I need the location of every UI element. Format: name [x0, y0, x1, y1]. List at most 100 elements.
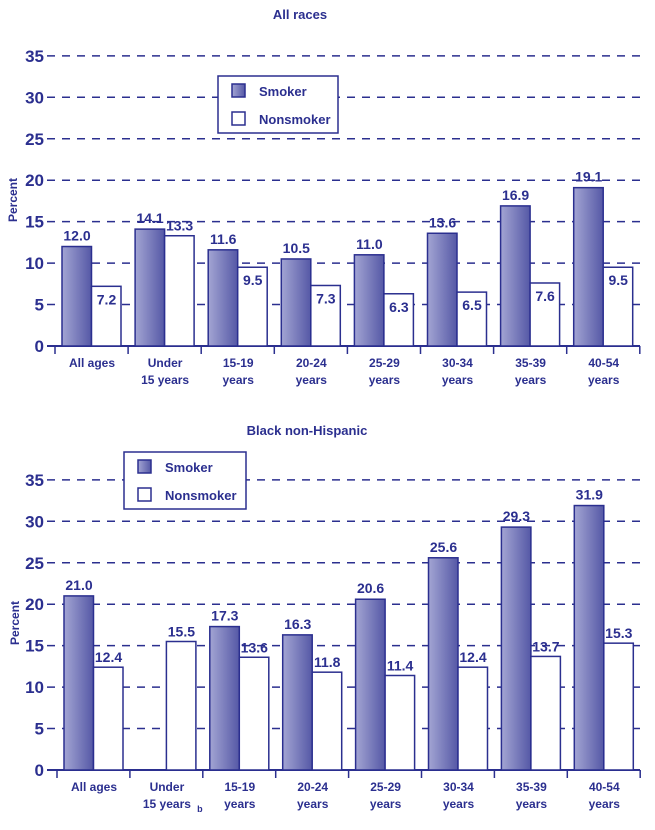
data-label: 10.5: [283, 240, 310, 256]
data-label: 7.3: [316, 290, 336, 306]
x-tick-label: Under: [150, 780, 185, 794]
legend-label: Smoker: [165, 460, 213, 475]
data-label: 20.6: [357, 580, 384, 596]
data-label: 11.8: [314, 654, 341, 670]
data-label: 12.0: [63, 228, 90, 244]
smoker-bar: [354, 598, 386, 771]
smoker-bar: [63, 595, 95, 771]
x-tick-label: 25-29: [370, 780, 401, 794]
y-axis-label: Percent: [8, 601, 22, 645]
smoker-bar: [61, 245, 93, 347]
data-label: 13.7: [532, 638, 559, 654]
y-tick-label: 35: [25, 471, 44, 490]
footnote-marker: b: [197, 804, 203, 814]
smoker-bar: [353, 254, 385, 347]
data-label: 17.3: [211, 608, 238, 624]
nonsmoker-bar: [383, 293, 415, 347]
legend-label: Nonsmoker: [165, 488, 237, 503]
nonsmoker-bar: [92, 666, 124, 771]
chart-title: All races: [273, 7, 327, 22]
y-tick-label: 0: [35, 337, 44, 356]
data-label: 15.3: [605, 625, 632, 641]
nonsmoker-bar: [456, 291, 488, 347]
x-tick-label: years: [296, 373, 328, 387]
y-tick-label: 25: [25, 554, 44, 573]
x-tick-label: 40-54: [589, 780, 620, 794]
x-tick-label: years: [516, 797, 548, 811]
data-label: 21.0: [65, 577, 92, 593]
data-label: 12.4: [95, 649, 122, 665]
y-tick-label: 10: [25, 254, 44, 273]
data-label: 9.5: [243, 272, 263, 288]
smoker-bar: [281, 634, 313, 771]
x-tick-label: years: [588, 373, 620, 387]
smoker-bar: [207, 249, 239, 347]
nonsmoker-bar: [90, 285, 122, 347]
smoker-bar: [134, 228, 166, 347]
data-label: 12.4: [459, 649, 486, 665]
data-label: 11.6: [210, 231, 237, 247]
data-label: 11.4: [387, 657, 414, 673]
nonsmoker-bar: [310, 284, 342, 347]
x-tick-label: years: [589, 797, 621, 811]
nonsmoker-bar: [165, 640, 197, 771]
nonsmoker-bar: [457, 666, 489, 771]
smoker-bar: [499, 205, 531, 347]
x-tick-label: 40-54: [588, 356, 619, 370]
x-tick-label: years: [223, 373, 255, 387]
legend-label: Nonsmoker: [259, 112, 331, 127]
y-tick-label: 20: [25, 595, 44, 614]
nonsmoker-bar: [236, 266, 268, 347]
data-label: 7.6: [535, 288, 555, 304]
data-label: 6.5: [462, 297, 482, 313]
x-tick-label: 15-19: [223, 356, 254, 370]
nonsmoker-bar: [163, 234, 195, 347]
y-tick-label: 20: [25, 171, 44, 190]
data-label: 7.2: [97, 291, 117, 307]
x-tick-label: 25-29: [369, 356, 400, 370]
data-label: 16.3: [284, 616, 311, 632]
x-tick-label: years: [369, 373, 401, 387]
data-label: 11.0: [356, 236, 383, 252]
x-tick-label: years: [224, 797, 256, 811]
x-tick-label: All ages: [69, 356, 115, 370]
smoker-bar: [573, 504, 605, 771]
y-tick-label: 5: [35, 296, 44, 315]
x-tick-label: 30-34: [442, 356, 473, 370]
smoker-bar: [426, 232, 458, 347]
data-label: 13.6: [241, 639, 268, 655]
smoker-bar: [280, 258, 312, 347]
data-label: 25.6: [430, 539, 457, 555]
data-label: 19.1: [575, 169, 602, 185]
nonsmoker-bar: [384, 674, 416, 771]
x-tick-label: 20-24: [297, 780, 328, 794]
legend-label: Smoker: [259, 84, 307, 99]
data-label: 13.3: [166, 218, 193, 234]
y-tick-label: 15: [25, 213, 44, 232]
y-tick-label: 10: [25, 678, 44, 697]
data-label: 6.3: [389, 299, 409, 315]
legend-swatch: [137, 459, 152, 474]
x-tick-label: years: [297, 797, 329, 811]
nonsmoker-bar: [530, 655, 562, 771]
data-label: 29.3: [503, 508, 530, 524]
y-tick-label: 0: [35, 761, 44, 780]
x-tick-label: 15-19: [224, 780, 255, 794]
data-label: 15.5: [168, 624, 195, 640]
nonsmoker-bar: [603, 642, 635, 771]
y-tick-label: 25: [25, 130, 44, 149]
x-tick-label: 35-39: [516, 780, 547, 794]
y-tick-label: 5: [35, 720, 44, 739]
data-label: 9.5: [608, 272, 628, 288]
y-tick-label: 15: [25, 637, 44, 656]
x-tick-label: years: [515, 373, 547, 387]
x-tick-label: 15 years: [141, 373, 189, 387]
nonsmoker-bar: [529, 282, 561, 347]
x-tick-label: years: [370, 797, 402, 811]
x-tick-label: years: [442, 373, 474, 387]
nonsmoker-bar: [311, 671, 343, 771]
y-tick-label: 30: [25, 88, 44, 107]
smoker-bar: [427, 557, 459, 771]
data-label: 16.9: [502, 187, 529, 203]
